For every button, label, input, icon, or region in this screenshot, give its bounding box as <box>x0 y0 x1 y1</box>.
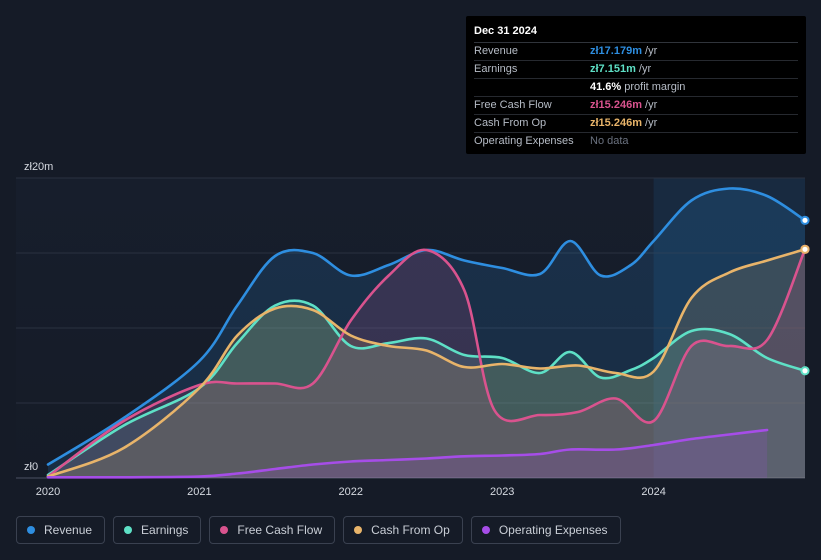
tooltip-date: Dec 31 2024 <box>474 24 798 43</box>
tooltip-row-value: zł17.179m /yr <box>590 45 658 57</box>
tooltip-row-label: Revenue <box>474 45 519 57</box>
legend-item-operating-expenses[interactable]: Operating Expenses <box>470 516 621 544</box>
tooltip-row-value: zł7.151m /yr <box>590 63 652 75</box>
legend-dot-icon <box>27 526 35 534</box>
legend-item-free-cash-flow[interactable]: Free Cash Flow <box>209 516 336 544</box>
legend-label: Revenue <box>44 523 93 537</box>
earnings-revenue-chart: zł20m zł0 2020 2021 2022 2023 2024 <box>16 161 810 498</box>
revenue-end-marker <box>800 215 810 225</box>
legend-dot-icon <box>220 526 229 534</box>
x-axis-ticks: 2020 2021 2022 2023 2024 <box>36 486 666 498</box>
tooltip-row: Cash From Op zł15.246m /yr <box>474 115 798 133</box>
tooltip-row-value: 41.6% profit margin <box>590 81 686 93</box>
end-markers <box>800 215 810 376</box>
cash-from-op-end-marker <box>800 244 810 254</box>
legend-item-cash-from-op[interactable]: Cash From Op <box>343 516 463 544</box>
tooltip-row-value: No data <box>590 135 629 147</box>
tooltip-row: Free Cash Flow zł15.246m /yr <box>474 97 798 115</box>
tooltip-row-label: Free Cash Flow <box>474 99 552 111</box>
tooltip-row: Revenue zł17.179m /yr <box>474 43 798 61</box>
operating-expenses-area <box>48 430 768 478</box>
tooltip-row-label: Cash From Op <box>474 117 547 129</box>
legend-label: Cash From Op <box>371 523 450 537</box>
legend-label: Free Cash Flow <box>237 523 323 537</box>
legend-dot-icon <box>481 526 490 534</box>
x-tick-label: 2023 <box>490 486 514 498</box>
x-tick-label: 2022 <box>339 486 363 498</box>
tooltip-row: Operating Expenses No data <box>474 133 798 150</box>
legend-dot-icon <box>124 526 133 534</box>
x-tick-label: 2021 <box>187 486 211 498</box>
chart-legend: Revenue Earnings Free Cash Flow Cash From O… <box>16 516 629 546</box>
legend-dot-icon <box>354 526 363 534</box>
x-tick-label: 2020 <box>36 486 60 498</box>
y-axis-top-label: zł20m <box>24 161 53 173</box>
tooltip-row-label <box>474 79 590 96</box>
legend-label: Earnings <box>141 523 189 537</box>
tooltip-row: Earnings zł7.151m /yr <box>474 61 798 79</box>
cash-from-op-area <box>48 249 805 478</box>
tooltip-row-value: zł15.246m /yr <box>590 99 658 111</box>
series-lines <box>46 187 807 479</box>
earnings-end-marker <box>800 366 810 376</box>
free-cash-flow-line <box>46 248 807 478</box>
revenue-area <box>48 188 805 478</box>
x-tick-label: 2024 <box>641 486 665 498</box>
tooltip-row: 41.6% profit margin <box>474 79 798 97</box>
legend-label: Operating Expenses <box>498 523 608 537</box>
tooltip-row-label: Operating Expenses <box>474 135 574 147</box>
legend-item-revenue[interactable]: Revenue <box>16 516 106 544</box>
tooltip-row-value: zł15.246m /yr <box>590 117 658 129</box>
revenue-line <box>46 187 807 466</box>
legend-item-earnings[interactable]: Earnings <box>113 516 202 544</box>
tooltip-row-label: Earnings <box>474 63 518 75</box>
cash-from-op-line <box>46 248 807 478</box>
operating-expenses-line <box>46 428 769 479</box>
data-tooltip: Dec 31 2024 Revenue zł17.179m /yr Earnings… <box>466 16 806 154</box>
y-axis-bottom-label: zł0 <box>24 461 38 473</box>
free-cash-flow-area <box>48 249 805 478</box>
earnings-line <box>46 299 807 477</box>
